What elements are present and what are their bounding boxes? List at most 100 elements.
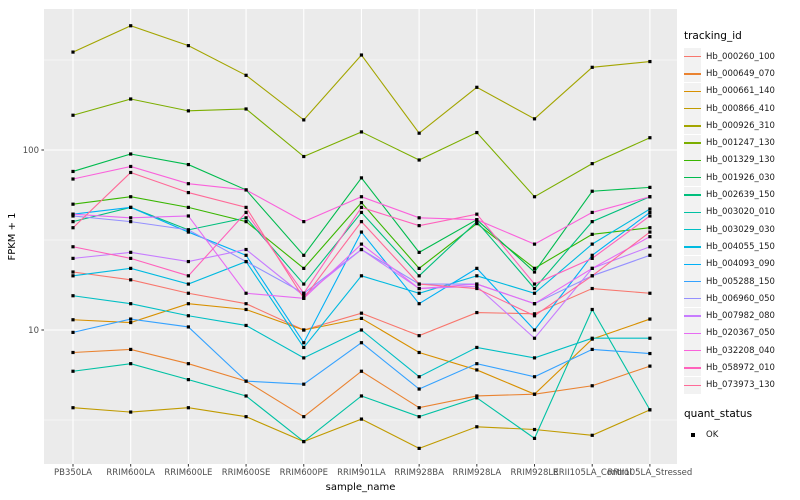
data-point xyxy=(186,406,190,410)
data-point xyxy=(648,214,652,218)
x-tick-label: PB350LA xyxy=(54,468,92,478)
data-point xyxy=(186,378,190,382)
data-point xyxy=(186,182,190,186)
data-point xyxy=(359,176,364,180)
data-point xyxy=(302,345,306,350)
data-point xyxy=(648,136,652,140)
data-point xyxy=(359,220,364,224)
legend-key-line xyxy=(684,159,701,162)
data-point xyxy=(417,446,421,450)
data-point xyxy=(186,282,190,286)
legend-entry-quant: OK xyxy=(684,426,798,444)
data-point xyxy=(71,350,75,355)
legend-key-swatch xyxy=(684,169,701,187)
data-point xyxy=(532,375,537,379)
data-point xyxy=(359,274,364,278)
data-point xyxy=(186,190,190,195)
data-point xyxy=(71,369,75,373)
data-point xyxy=(244,302,248,306)
data-point xyxy=(359,417,364,421)
x-axis-title: sample_name xyxy=(326,482,396,493)
legend-key-swatch xyxy=(684,376,701,394)
legend-key-swatch xyxy=(684,426,701,444)
legend-key-swatch xyxy=(684,273,701,290)
data-point xyxy=(129,164,133,169)
data-point xyxy=(129,302,133,306)
data-point xyxy=(71,214,75,218)
legend-entry-label: Hb_007982_080 xyxy=(706,311,775,322)
data-point xyxy=(417,375,421,379)
legend-key-swatch xyxy=(684,151,701,169)
data-point xyxy=(129,362,133,366)
data-point xyxy=(244,73,248,77)
data-point xyxy=(129,170,133,175)
data-point xyxy=(302,382,306,386)
x-tick-label: RRIM928LA xyxy=(453,468,502,478)
legend-key-swatch xyxy=(684,186,701,204)
data-point xyxy=(532,117,537,121)
data-point xyxy=(186,44,190,48)
data-point xyxy=(417,266,421,270)
legend-entry-label: Hb_000661_140 xyxy=(706,86,775,97)
legend-key-swatch xyxy=(684,117,701,135)
legend-entry-label: Hb_001329_130 xyxy=(706,155,775,166)
data-point xyxy=(359,328,364,332)
data-point xyxy=(475,425,479,429)
data-point xyxy=(71,202,75,206)
x-tick-label: RRIM600LA xyxy=(106,468,155,478)
data-point xyxy=(532,436,537,440)
data-point xyxy=(475,394,479,398)
data-point xyxy=(590,433,594,437)
data-point xyxy=(590,266,594,270)
data-point xyxy=(648,185,652,189)
data-point xyxy=(475,310,479,315)
data-point xyxy=(129,97,133,101)
data-point xyxy=(532,266,537,270)
data-point xyxy=(244,205,248,209)
data-point xyxy=(244,291,248,295)
data-point xyxy=(417,415,421,419)
data-point xyxy=(417,350,421,355)
data-point xyxy=(648,235,652,239)
data-point xyxy=(359,311,364,315)
legend-entry: Hb_007982_080 xyxy=(684,307,798,325)
legend-entry-label: Hb_073973_130 xyxy=(706,380,775,391)
data-point xyxy=(475,212,479,216)
data-point xyxy=(532,336,537,340)
data-point xyxy=(417,406,421,410)
data-point xyxy=(129,278,133,282)
legend-key-swatch xyxy=(684,65,701,83)
legend-key-line xyxy=(684,367,701,369)
data-point xyxy=(648,195,652,199)
legend-entry: Hb_058972_010 xyxy=(684,359,798,377)
data-point xyxy=(475,396,479,400)
legend-key-line xyxy=(684,349,701,352)
legend-key-swatch xyxy=(684,134,701,152)
legend-key-line xyxy=(684,332,701,335)
data-point xyxy=(532,291,537,295)
legend-key-line xyxy=(684,211,701,213)
legend-entry: Hb_001926_030 xyxy=(684,169,798,187)
data-point xyxy=(590,220,594,224)
data-point xyxy=(417,302,421,306)
data-point xyxy=(475,218,479,222)
data-point xyxy=(590,336,594,340)
data-point xyxy=(648,207,652,211)
data-point xyxy=(417,274,421,278)
data-point xyxy=(186,274,190,278)
x-tick-label: RRIM928BA xyxy=(394,468,444,478)
legend-entry: Hb_032208_040 xyxy=(684,342,798,360)
data-point xyxy=(302,282,306,286)
data-point xyxy=(71,256,75,260)
legend-key-line xyxy=(684,384,701,386)
x-tick-label: RRIM600LE xyxy=(164,468,212,478)
data-point xyxy=(417,131,421,135)
data-point xyxy=(359,210,364,215)
legend-entry: Hb_000866_410 xyxy=(684,100,798,118)
data-point xyxy=(71,406,75,410)
data-point xyxy=(532,356,537,360)
data-point xyxy=(244,394,248,398)
legend-entry: Hb_001247_130 xyxy=(684,134,798,152)
data-point xyxy=(129,24,133,28)
data-point xyxy=(648,210,652,215)
